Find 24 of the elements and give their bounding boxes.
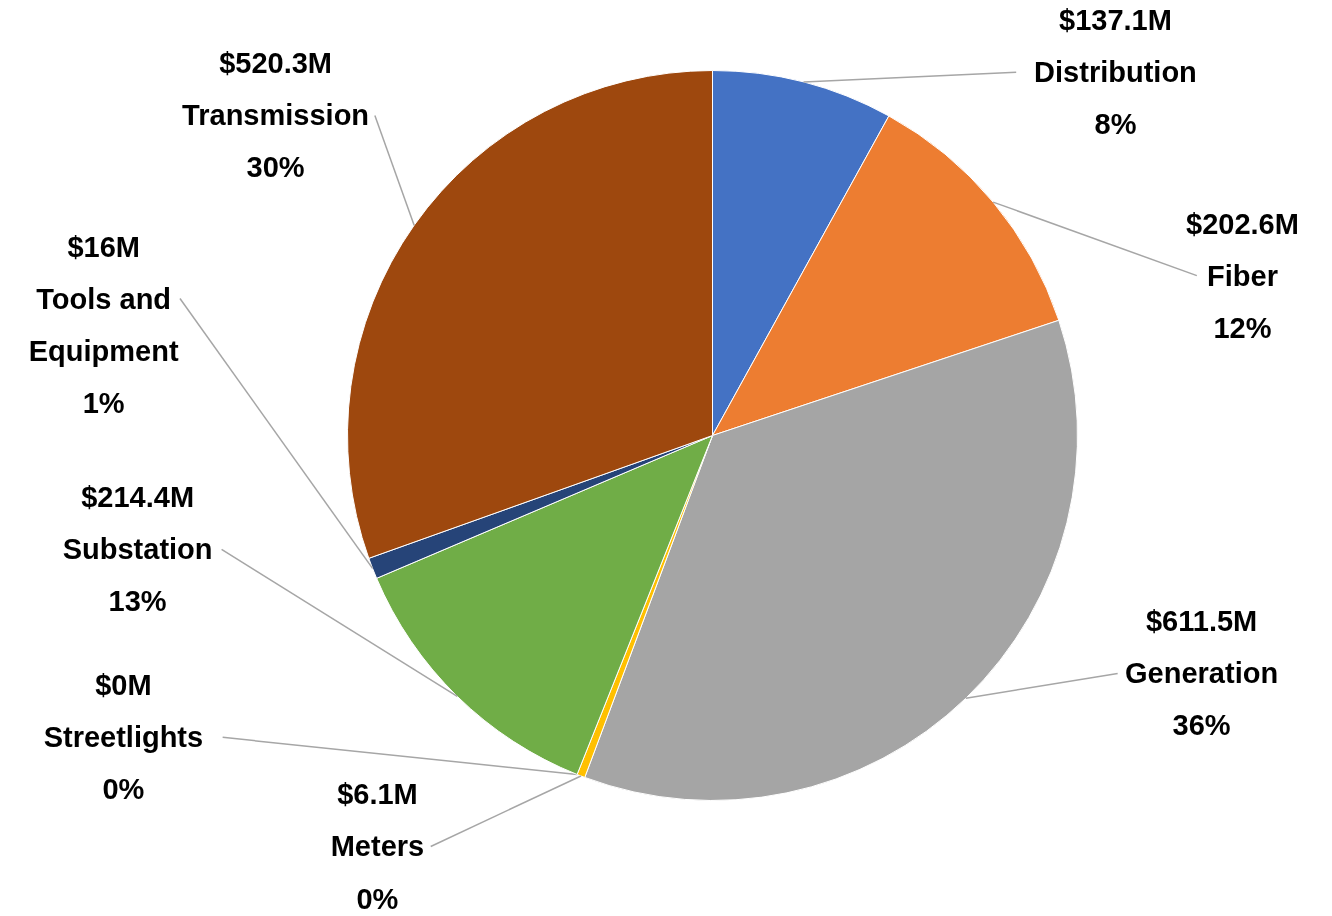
data-label: $6.1M — [337, 778, 418, 811]
text: 0% — [356, 882, 399, 915]
text: 36% — [1172, 709, 1231, 742]
slice-label: Fiber — [1207, 259, 1278, 292]
slice-label: Substation — [62, 533, 213, 566]
slice-label: Generation — [1125, 657, 1279, 690]
text: $0M — [95, 669, 152, 702]
data-label: $202.6M — [1186, 207, 1299, 240]
text: 0% — [102, 773, 145, 806]
slice-label: Distribution — [1034, 56, 1197, 89]
category-label: Streetlights — [43, 721, 204, 754]
text: 30% — [246, 151, 305, 184]
data-label: $520.3M — [219, 47, 333, 80]
data-label: $611.5M — [1145, 605, 1258, 638]
data-label: $16M — [67, 230, 140, 263]
text: 13% — [108, 585, 167, 618]
text: 1% — [82, 386, 125, 419]
text: 8% — [1094, 108, 1137, 141]
slice-label: Meters — [330, 830, 425, 863]
slice-label: Tools and Equipment — [28, 282, 179, 367]
data-label: $137.1M — [1059, 4, 1172, 37]
data-label: $214.4M — [81, 481, 195, 514]
text: 12% — [1213, 311, 1272, 344]
slice-label: Transmission — [182, 99, 370, 132]
